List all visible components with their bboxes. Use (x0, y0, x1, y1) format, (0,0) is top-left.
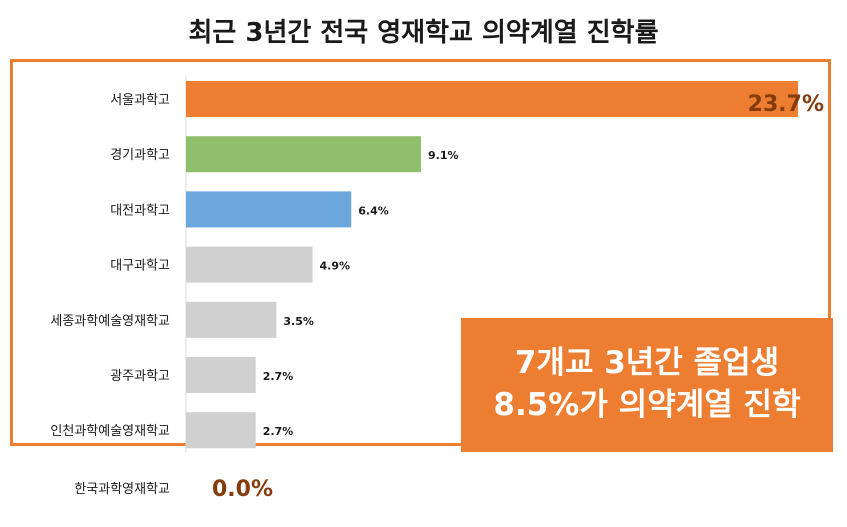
category-label: 세종과학예술영재학교 (50, 314, 170, 329)
callout-line-1: 7개교 3년간 졸업생 (514, 345, 780, 382)
data-label: 4.9% (320, 260, 351, 273)
bar (186, 191, 352, 228)
data-label: 2.7% (263, 370, 294, 383)
bars-layer: 서울과학고 23.7% 경기과학고 9.1% 대전과학고 6.4% 대구과학고 4.9% 세종과… (50, 76, 824, 502)
bar (186, 246, 313, 283)
category-label: 인천과학예술영재학교 (50, 424, 170, 439)
category-label: 대구과학고 (110, 259, 170, 274)
data-label: 0.0% (212, 477, 273, 502)
summary-callout: 7개교 3년간 졸업생 8.5%가 의약계열 진학 (461, 318, 833, 452)
chart-title: 최근 3년간 전국 영재학교 의약계열 진학률 (188, 18, 659, 48)
chart-frame (10, 59, 831, 446)
category-label: 한국과학영재학교 (74, 482, 170, 497)
callout-line-2: 8.5%가 의약계열 진학 (493, 387, 801, 423)
data-label: 2.7% (263, 425, 294, 438)
bar (186, 136, 421, 173)
bar (186, 301, 277, 338)
bar (186, 412, 256, 449)
bar (186, 357, 256, 393)
data-label: 9.1% (428, 149, 459, 162)
category-label: 경기과학고 (110, 148, 170, 163)
data-label: 23.7% (748, 92, 824, 117)
category-label: 광주과학고 (110, 369, 170, 384)
data-label: 3.5% (283, 315, 314, 328)
bar (186, 81, 798, 117)
category-label: 대전과학고 (110, 203, 170, 218)
data-label: 6.4% (358, 204, 389, 217)
category-label: 서울과학고 (110, 93, 170, 108)
